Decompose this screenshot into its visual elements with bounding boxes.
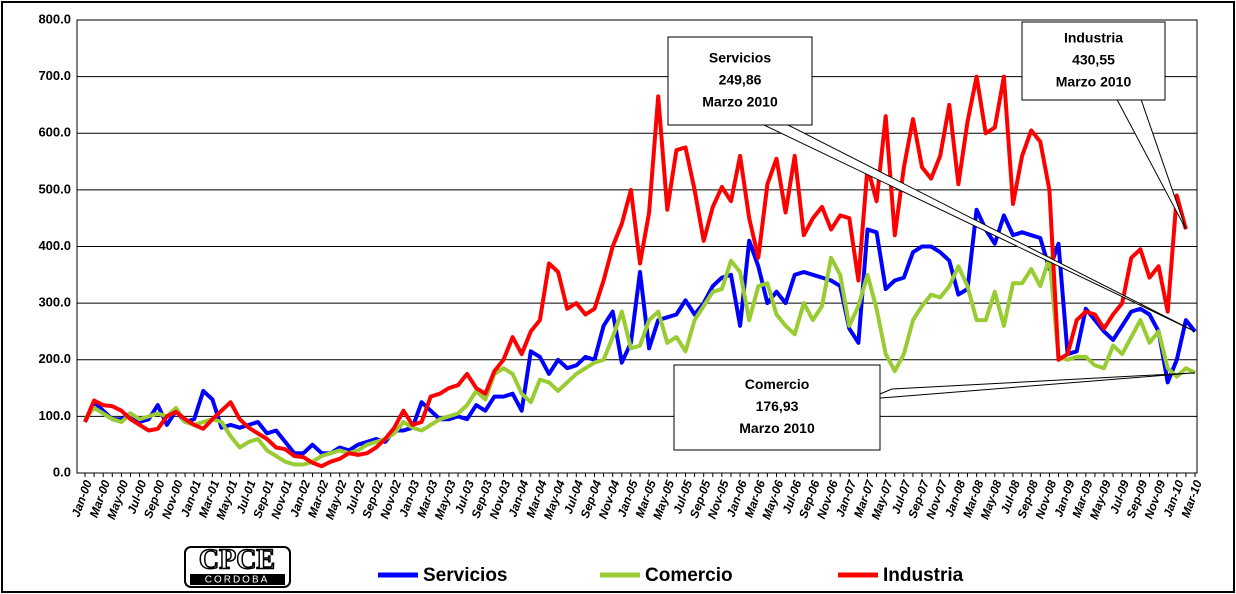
logo-band [190,574,285,585]
logo-text: CPCE [199,544,275,575]
callout-box [673,364,881,451]
y-tick-label: 800.0 [38,11,71,26]
y-tick-label: 300.0 [38,295,71,310]
callout-text: 176,93 [756,398,799,414]
y-tick-label: 400.0 [38,238,71,253]
series-line [83,255,1196,467]
legend-label: Industria [883,565,964,586]
legend-label: Comercio [645,565,733,586]
y-tick-label: 500.0 [38,181,71,196]
callout-box [1021,21,1166,101]
callout-text: Servicios [709,50,771,66]
y-tick-label: 600.0 [38,125,71,140]
callout-text: 430,55 [1072,52,1115,68]
callout-text: 249,86 [719,72,762,88]
callout-box [667,36,813,126]
y-tick-label: 700.0 [38,68,71,83]
legend-label: Servicios [423,565,508,586]
callout-text: Marzo 2010 [1056,74,1132,90]
callout-text: Comercio [745,376,810,392]
series-line [83,207,1197,456]
series-line [83,74,1188,469]
callout-text: Marzo 2010 [702,94,778,110]
y-tick-label: 200.0 [38,351,71,366]
logo-subtext: CORDOBA [205,575,270,586]
y-tick-label: 100.0 [38,408,71,423]
logo: CPCE CORDOBA [184,544,291,588]
callout-text: Marzo 2010 [739,420,815,436]
callout-text: Industria [1064,30,1123,46]
y-tick-label: 0.0 [53,464,71,479]
